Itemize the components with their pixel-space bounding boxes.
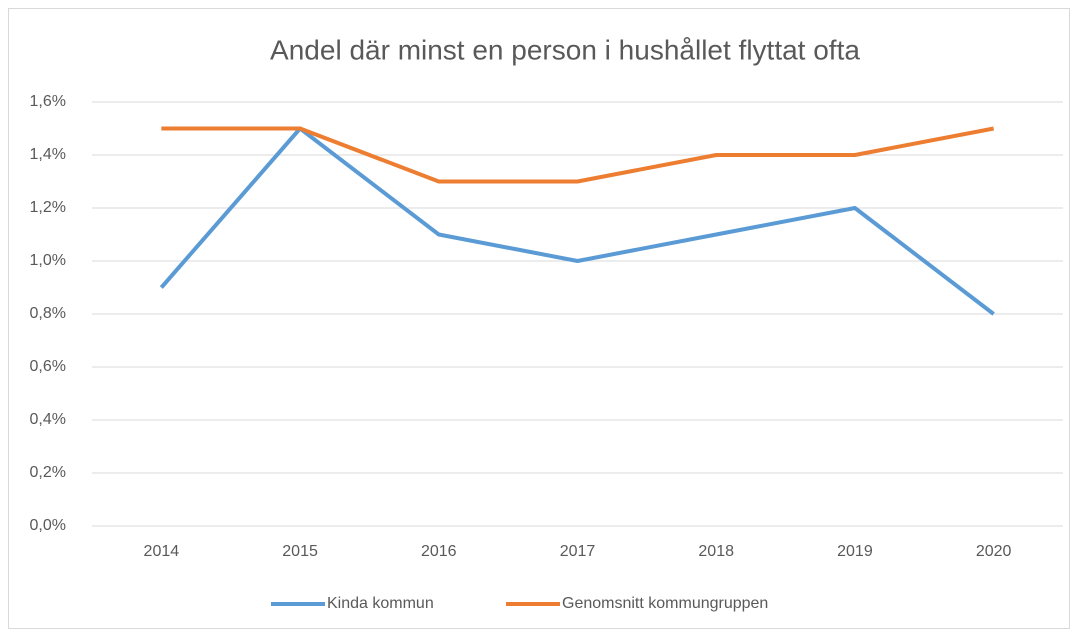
y-tick-label: 0,0% (30, 517, 66, 534)
x-tick-label: 2017 (560, 543, 596, 560)
y-tick-label: 0,8% (30, 305, 66, 322)
x-tick-label: 2016 (421, 543, 457, 560)
y-tick-label: 1,6% (30, 93, 66, 110)
x-tick-label: 2018 (698, 543, 734, 560)
y-tick-label: 0,4% (30, 411, 66, 428)
y-tick-label: 1,0% (30, 252, 66, 269)
y-tick-label: 0,6% (30, 358, 66, 375)
legend-label: Kinda kommun (327, 595, 434, 612)
x-tick-label: 2020 (976, 543, 1012, 560)
series-line (161, 126, 995, 184)
x-tick-label: 2014 (144, 543, 180, 560)
x-tick-label: 2019 (837, 543, 873, 560)
y-tick-label: 0,2% (30, 464, 66, 481)
x-tick-label: 2015 (282, 543, 318, 560)
chart-title: Andel där minst en person i hushållet fl… (270, 34, 860, 65)
legend-label: Genomsnitt kommungruppen (562, 595, 768, 612)
y-tick-label: 1,4% (30, 146, 66, 163)
y-tick-label: 1,2% (30, 199, 66, 216)
chart-border (8, 8, 1070, 629)
